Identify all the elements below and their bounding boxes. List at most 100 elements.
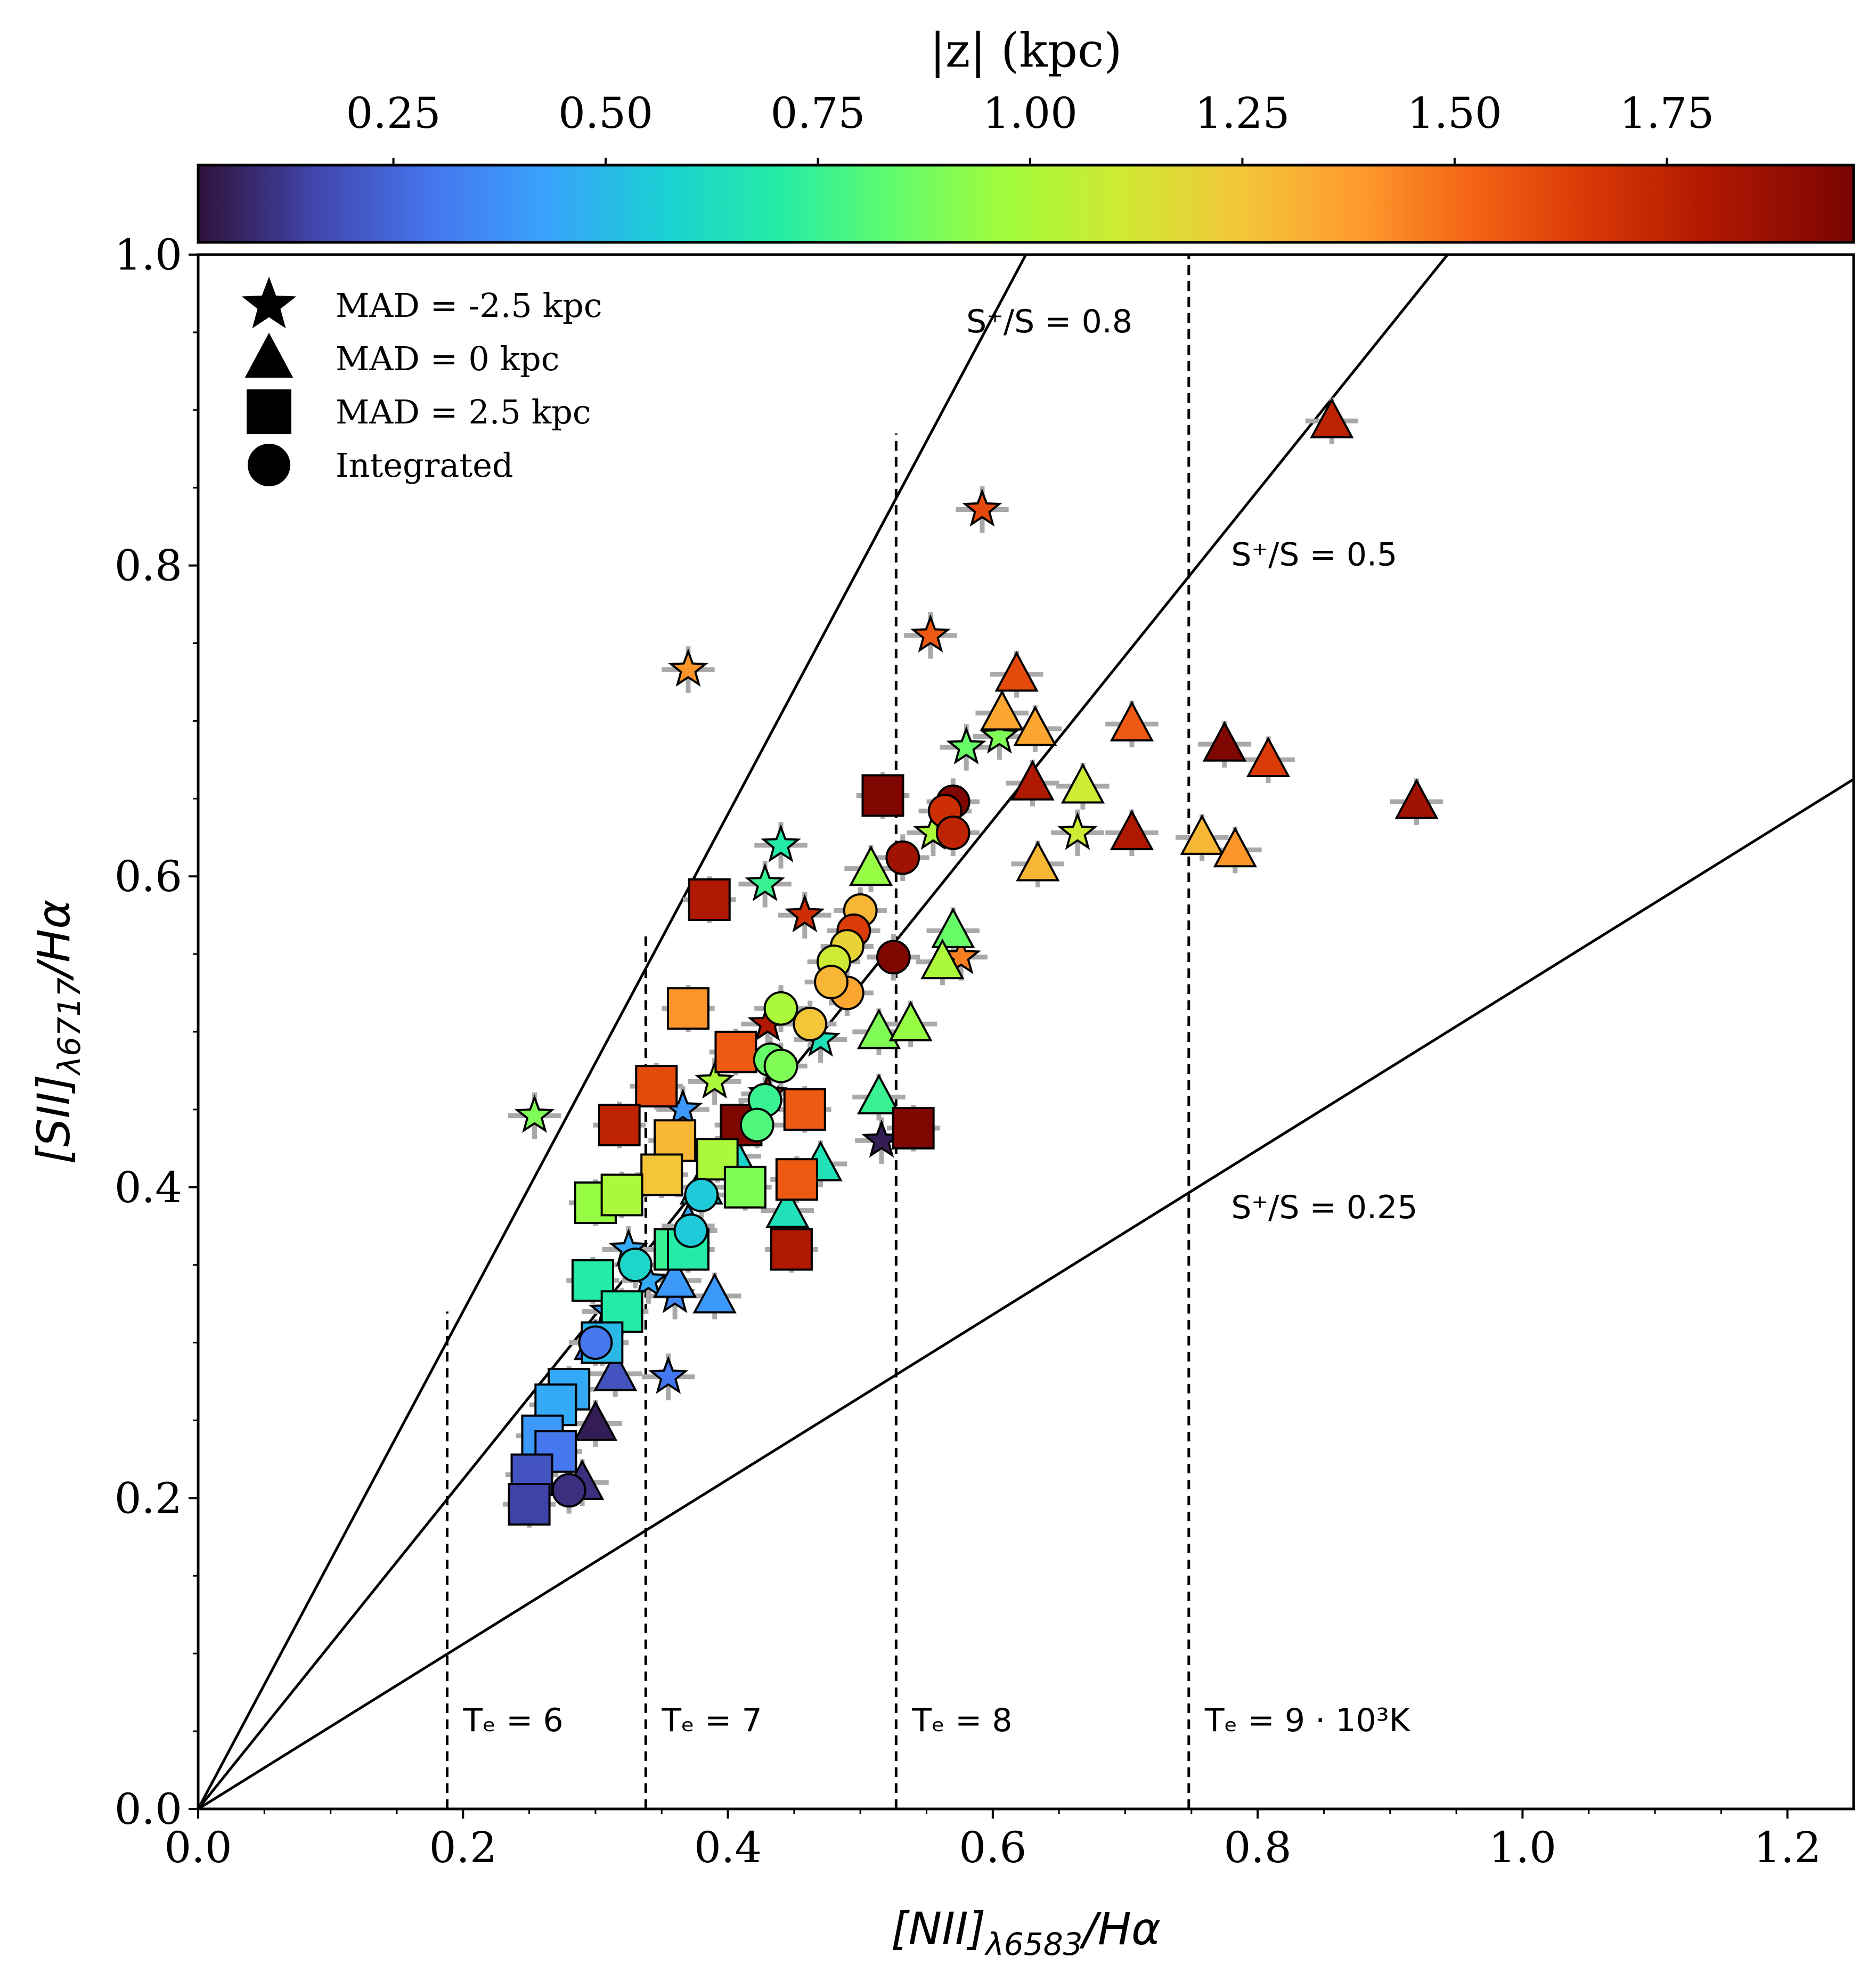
square-point [508,1483,551,1526]
star-point [694,1060,735,1099]
legend: MAD = -2.5 kpc MAD = 0 kpc MAD = 2.5 kpc In… [241,276,602,486]
square-point [714,1030,757,1073]
colorbar-label: |z| (kpc) [929,23,1122,78]
star-point [910,614,951,653]
circle-point [763,1048,798,1083]
y-tick-label: 0.8 [115,541,182,591]
triangle-point [573,1400,618,1441]
legend-square-marker [247,389,291,434]
y-axis-label: [SII]λ6717/Hα [28,899,87,1164]
colorbar-tick-label: 1.00 [983,88,1078,138]
triangle-point [1394,778,1439,819]
star-point [784,894,825,933]
colorbar-tick-label: 0.50 [558,88,653,138]
square-point [775,1158,818,1201]
colorbar-tick-label: 1.25 [1195,88,1290,138]
y-axis-ticks: 0.0 0.2 0.4 0.6 0.8 1.0 [115,230,198,1834]
x-tick-label: 0.2 [429,1823,497,1872]
circle-point [684,1177,719,1212]
triangle-point [1310,397,1354,438]
triangle-point [1202,721,1247,762]
legend-label: Integrated [336,446,513,485]
circle-point [793,1007,828,1041]
triangle-point [1246,736,1291,777]
square-point [688,878,731,921]
circle-point [763,991,798,1026]
colorbar-tick-label: 0.25 [346,88,441,138]
y-axis-label-main: [SII] [28,1074,80,1164]
triangle-point [765,1187,810,1228]
triangle-point [931,907,975,948]
colorbar-tick-label: 0.75 [770,88,865,138]
y-tick-label: 1.0 [115,230,182,280]
triangle-point [1013,705,1057,746]
triangle-point [692,1273,737,1314]
y-axis-label-sub: λ6717 [51,977,87,1076]
square-point [635,1065,678,1108]
square-point [598,1104,641,1147]
triangle-point [593,1350,638,1391]
triangle-point [920,938,965,980]
x-tick-label: 1.0 [1489,1823,1556,1872]
triangle-point [652,1257,697,1298]
ratio-line [198,778,1854,1809]
star-point [979,715,1020,754]
triangle-point [849,845,893,886]
plot-area: S⁺/S = 0.8 S⁺/S = 0.5 S⁺/S = 0.25 Tₑ = 6 Tₑ … [115,230,1855,1872]
colorbar-gradient [197,164,1855,244]
square-point [640,1153,683,1196]
circle-point [673,1213,708,1248]
triangle-point [857,1073,901,1115]
x-tick-label: 0.4 [694,1823,762,1872]
square-point [783,1088,826,1131]
colorbar-ticks: 0.25 0.50 0.75 1.00 1.25 1.50 1.75 [346,88,1714,165]
x-axis-label-main: [NII] [891,1903,986,1955]
plot-frame [198,255,1854,1809]
star-point [962,488,1002,527]
circle-point [739,1107,774,1143]
star-point [514,1094,555,1133]
x-tick-label: 0.6 [959,1823,1026,1872]
square-point [892,1106,935,1149]
triangle-point [994,651,1039,692]
star-point [745,863,785,901]
colorbar-tick-label: 1.75 [1619,88,1714,138]
x-axis-ticks: 0.0 0.2 0.4 0.6 0.8 1.0 1.2 [164,1809,1821,1872]
x-axis-label-sub: λ6583 [984,1926,1083,1962]
circle-point [814,965,849,1000]
x-tick-label: 1.2 [1753,1823,1821,1872]
circle-point [885,840,920,875]
circle-point [876,940,911,975]
temperature-line-label: Tₑ = 6 [462,1702,563,1739]
annotations: S⁺/S = 0.8 S⁺/S = 0.5 S⁺/S = 0.25 Tₑ = 6 Tₑ … [462,303,1417,1739]
star-point [668,648,708,687]
triangle-point [857,1008,901,1049]
colorbar: 0.25 0.50 0.75 1.00 1.25 1.50 1.75 |z| (kpc) [197,23,1855,244]
legend-label: MAD = -2.5 kpc [336,286,602,325]
circle-point [935,816,970,850]
star-point [1057,811,1098,850]
y-tick-label: 0.4 [115,1163,182,1212]
ratio-line-label: S⁺/S = 0.8 [966,303,1132,340]
triangle-point [980,689,1024,731]
data-points [508,397,1439,1526]
circle-point [618,1248,652,1283]
triangle-point [1213,826,1257,868]
y-axis-label-tail: /Hα [28,899,80,981]
temperature-line-label: Tₑ = 7 [661,1702,762,1739]
triangle-point [1110,809,1154,851]
triangle-point [1016,841,1060,882]
x-tick-label: 0.8 [1224,1823,1292,1872]
ratio-line-label: S⁺/S = 0.25 [1231,1189,1417,1226]
x-axis-label: [NII]λ6583/Hα [891,1903,1161,1962]
legend-label: MAD = 0 kpc [336,339,559,378]
legend-label: MAD = 2.5 kpc [336,393,591,431]
triangle-point [1010,760,1055,801]
star-point [761,824,801,862]
square-point [770,1228,813,1271]
triangle-point [888,1000,933,1042]
y-tick-label: 0.2 [115,1473,182,1523]
square-point [861,774,904,817]
temperature-line-label: Tₑ = 9 · 10³K [1204,1702,1411,1739]
